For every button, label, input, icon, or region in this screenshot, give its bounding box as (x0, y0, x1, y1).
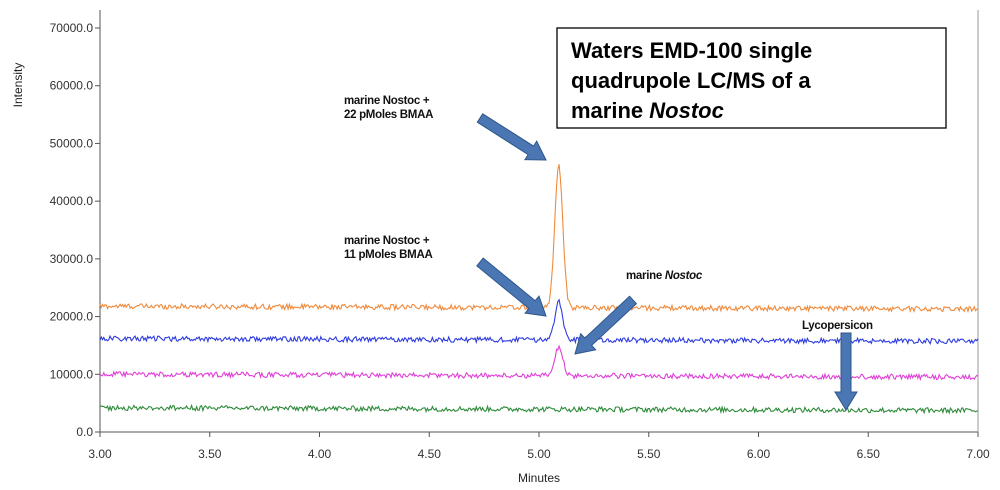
y-tick-label: 0.0 (76, 425, 93, 439)
series-line (99, 403, 979, 415)
title-line-2: quadrupole LC/MS of a (571, 68, 811, 93)
y-tick-label: 10000.0 (50, 367, 94, 381)
arrow-shape (476, 257, 547, 317)
annotations: marine Nostoc + 22 pMoles BMAA marine No… (344, 95, 873, 332)
x-axis-title: Minutes (518, 471, 560, 485)
x-tick-label: 6.00 (747, 447, 771, 461)
y-tick-label: 40000.0 (50, 194, 94, 208)
x-tick-label: 3.50 (198, 447, 222, 461)
annotation-lycopersicon: Lycopersicon (802, 320, 873, 332)
x-tick-label: 5.50 (637, 447, 661, 461)
series-line (99, 298, 979, 346)
x-tick-label: 5.00 (527, 447, 551, 461)
y-tick-label: 70000.0 (50, 21, 94, 35)
series-line (99, 164, 979, 314)
title-line-3-a: marine (571, 98, 649, 123)
annotation-22pm-line-1: marine Nostoc + (344, 95, 430, 107)
y-tick-label: 30000.0 (50, 252, 94, 266)
title-line-3-b: Nostoc (649, 98, 724, 123)
x-tick-label: 7.00 (966, 447, 990, 461)
annotation-22pm-line-2: 22 pMoles BMAA (344, 109, 433, 121)
x-tick-label: 3.00 (88, 447, 112, 461)
title-box: Waters EMD-100 single quadrupole LC/MS o… (556, 27, 947, 129)
y-axis-title: Intensity (11, 63, 25, 108)
y-tick-label: 60000.0 (50, 79, 94, 93)
title-line-1: Waters EMD-100 single (571, 38, 812, 63)
x-tick-label: 4.50 (418, 447, 442, 461)
annotation-11pm-line-2: 11 pMoles BMAA (344, 249, 432, 261)
series-line (99, 344, 979, 382)
x-tick-label: 4.00 (308, 447, 332, 461)
arrow-shape (574, 295, 638, 355)
annotation-11pm-line-1: marine Nostoc + (344, 235, 430, 247)
arrow-shape (476, 113, 547, 161)
title-line-3: marine Nostoc (571, 98, 724, 123)
arrow-shape (834, 332, 858, 411)
annotation-nostoc: marine Nostoc (626, 270, 703, 282)
y-ticks: 0.0 10000.0 20000.0 30000.0 40000.0 50000.0 60… (50, 21, 100, 439)
x-ticks: 3.00 3.50 4.00 4.50 5.00 5.50 6.00 6.50 7.00 (88, 432, 990, 461)
title-box-frame (556, 27, 947, 129)
y-tick-label: 50000.0 (50, 136, 94, 150)
x-tick-label: 6.50 (857, 447, 881, 461)
annotation-nostoc-a: marine (626, 270, 665, 282)
arrows (476, 113, 858, 411)
annotation-nostoc-b: Nostoc (665, 270, 703, 282)
y-tick-label: 20000.0 (50, 310, 94, 324)
